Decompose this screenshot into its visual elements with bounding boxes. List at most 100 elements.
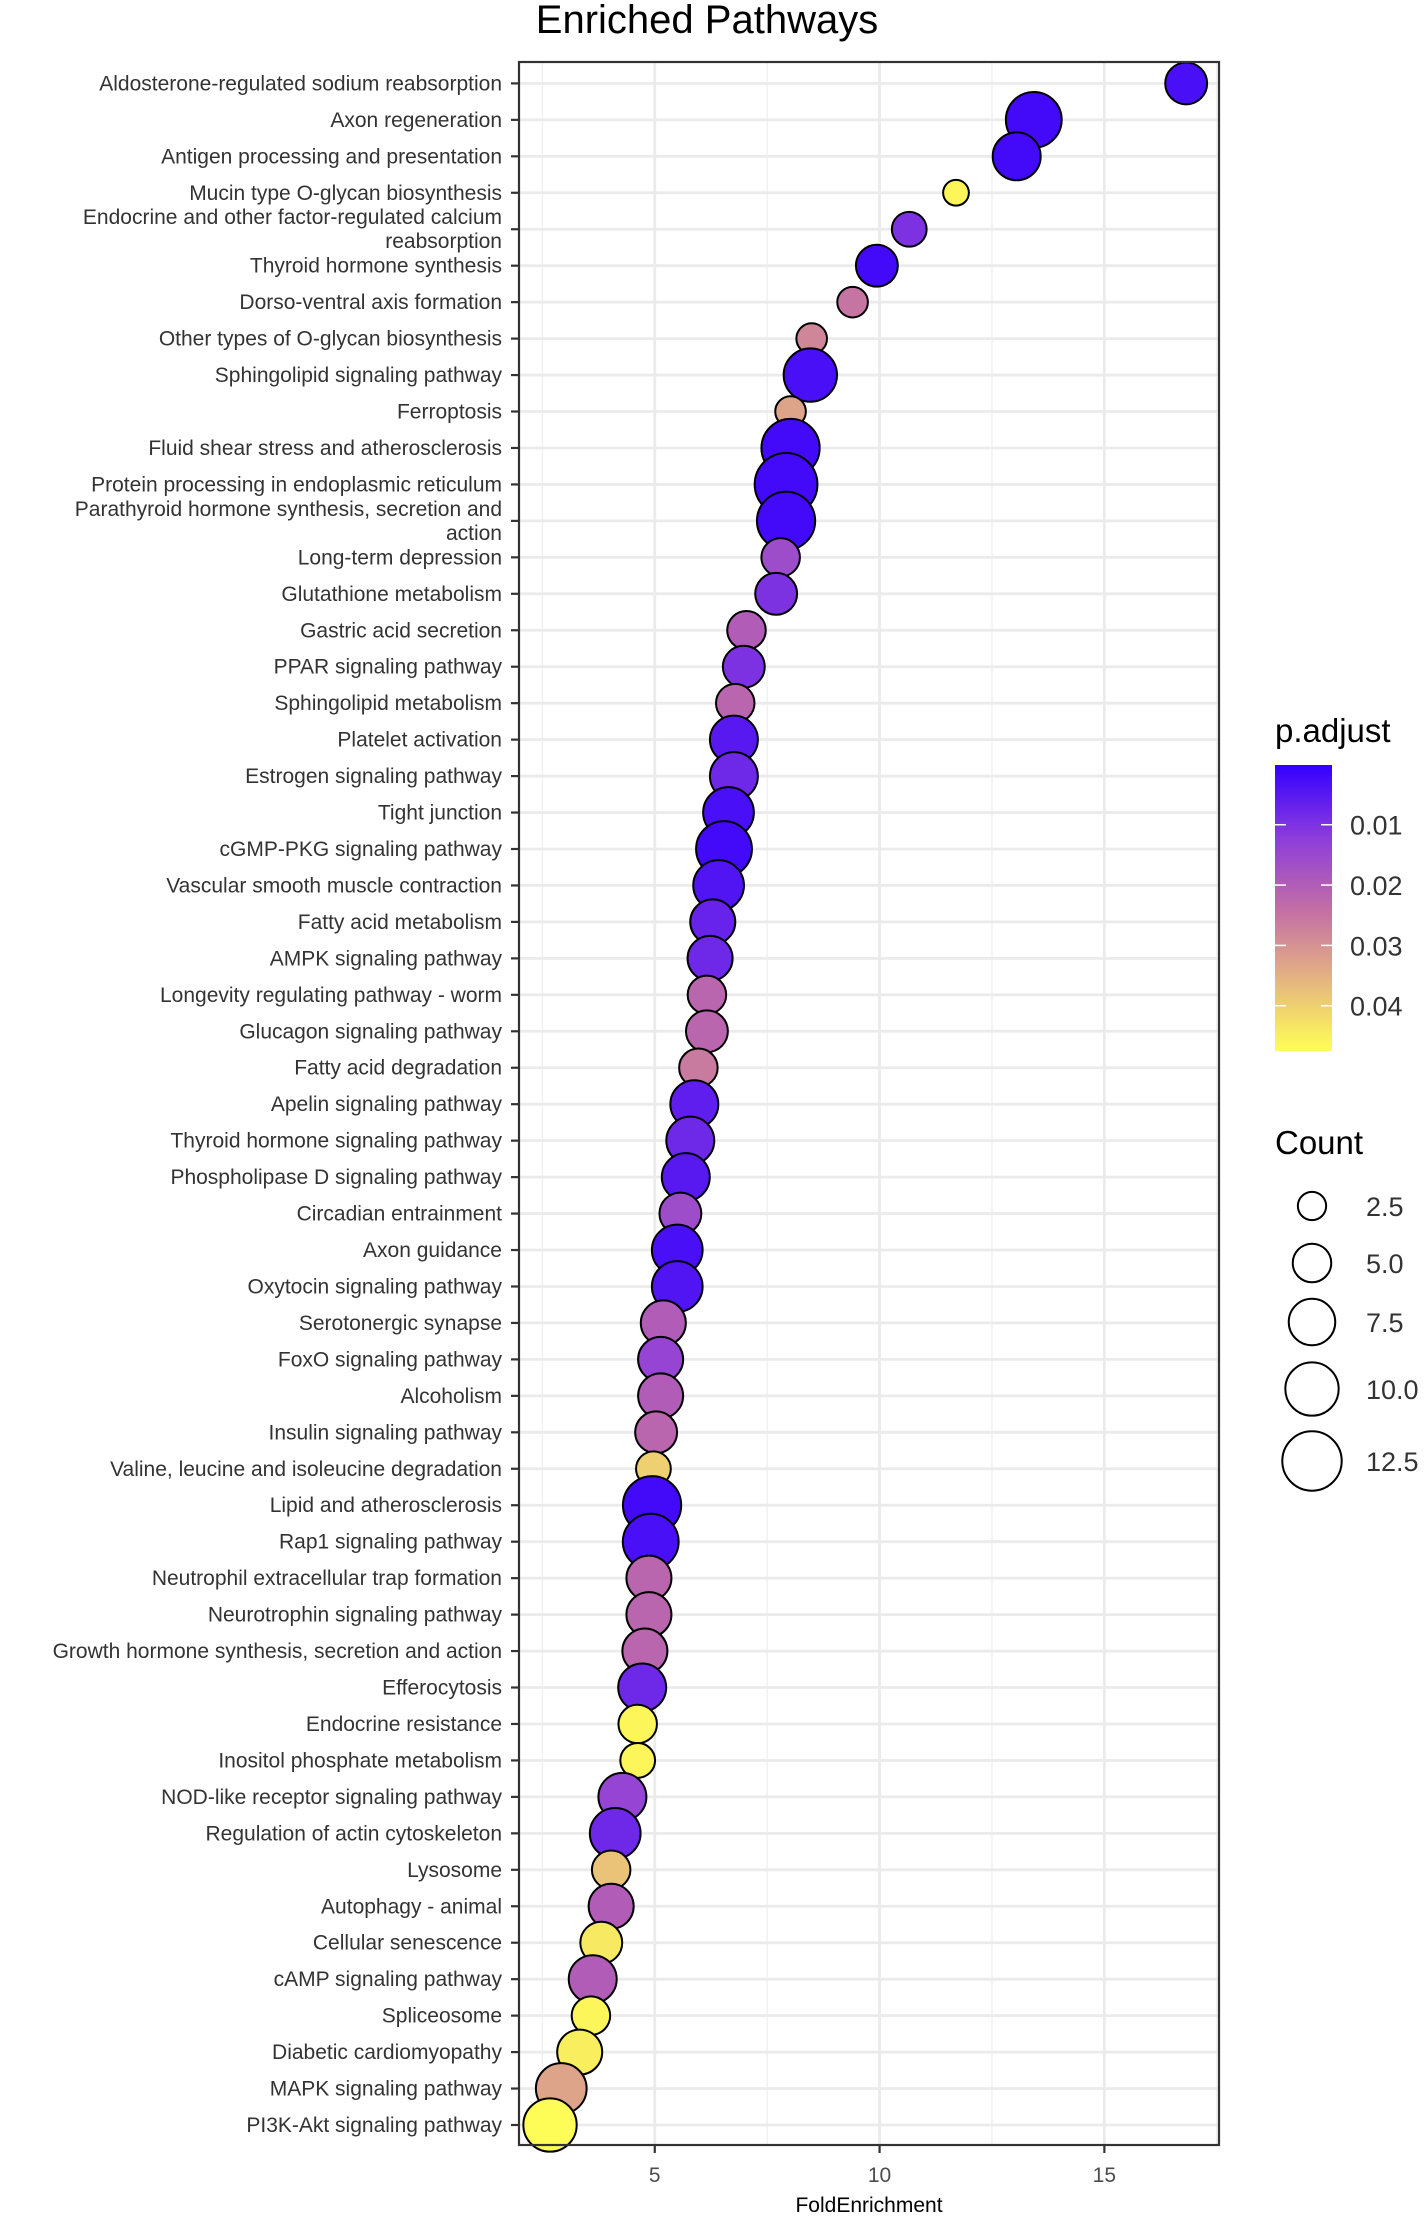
y-tick-label: Neurotrophin signaling pathway bbox=[208, 1604, 503, 1627]
y-tick-label: Parathyroid hormone synthesis, secretion… bbox=[75, 498, 502, 545]
size-legend-circle bbox=[1296, 1190, 1328, 1222]
data-point bbox=[991, 131, 1042, 182]
y-tick-label: Endocrine and other factor-regulated cal… bbox=[83, 206, 502, 253]
y-tick-label: Oxytocin signaling pathway bbox=[248, 1275, 503, 1298]
y-tick-label: Efferocytosis bbox=[382, 1677, 502, 1700]
plot-panel: Aldosterone-regulated sodium reabsorptio… bbox=[53, 60, 1221, 2187]
y-tick-label: Apelin signaling pathway bbox=[271, 1093, 503, 1116]
data-point bbox=[686, 974, 728, 1016]
y-tick-label: Endocrine resistance bbox=[306, 1713, 502, 1736]
y-tick-label: Fatty acid degradation bbox=[294, 1057, 502, 1080]
y-tick-label: Phospholipase D signaling pathway bbox=[170, 1166, 502, 1189]
size-legend-label: 10.0 bbox=[1366, 1375, 1419, 1405]
y-tick-label: Valine, leucine and isoleucine degradati… bbox=[110, 1458, 502, 1481]
y-tick-label: Alcoholism bbox=[400, 1385, 502, 1408]
color-bar bbox=[1275, 765, 1332, 1051]
data-point bbox=[686, 934, 734, 982]
y-tick-label: Glutathione metabolism bbox=[281, 583, 502, 606]
y-tick-label: Sphingolipid signaling pathway bbox=[215, 364, 503, 387]
y-tick-label: Regulation of actin cytoskeleton bbox=[205, 1822, 502, 1845]
y-tick-label: Neutrophil extracellular trap formation bbox=[152, 1567, 502, 1590]
x-tick-label: 10 bbox=[868, 2164, 891, 2187]
y-tick-label: Dorso-ventral axis formation bbox=[239, 291, 502, 314]
data-point bbox=[522, 2097, 578, 2153]
y-tick-label: Lysosome bbox=[407, 1859, 502, 1882]
data-point bbox=[890, 210, 928, 248]
y-tick-label: Glucagon signaling pathway bbox=[239, 1020, 502, 1043]
data-point bbox=[942, 178, 970, 207]
y-tick-label: Vascular smooth muscle contraction bbox=[166, 874, 502, 897]
y-tick-label-line: action bbox=[446, 522, 502, 545]
y-tick-label: cAMP signaling pathway bbox=[274, 1968, 503, 1991]
y-tick-label: Thyroid hormone signaling pathway bbox=[170, 1130, 502, 1153]
y-tick-label-line: Endocrine and other factor-regulated cal… bbox=[83, 206, 502, 229]
y-tick-label: Spliceosome bbox=[382, 2005, 502, 2028]
y-tick-label: Estrogen signaling pathway bbox=[245, 765, 502, 788]
y-tick-label: Diabetic cardiomyopathy bbox=[272, 2041, 502, 2064]
y-tick-label-line: reabsorption bbox=[385, 230, 502, 253]
y-tick-label: Fatty acid metabolism bbox=[298, 911, 502, 934]
size-legend-label: 2.5 bbox=[1366, 1192, 1404, 1222]
y-tick-label: Longevity regulating pathway - worm bbox=[160, 984, 502, 1007]
data-point bbox=[836, 285, 869, 319]
data-point bbox=[721, 644, 766, 689]
y-tick-label: Axon guidance bbox=[363, 1239, 502, 1262]
y-tick-label: Aldosterone-regulated sodium reabsorptio… bbox=[99, 72, 502, 95]
x-tick-label: 15 bbox=[1093, 2164, 1116, 2187]
y-tick-label: PPAR signaling pathway bbox=[274, 656, 503, 679]
data-point bbox=[754, 571, 799, 616]
y-tick-label: Protein processing in endoplasmic reticu… bbox=[91, 473, 502, 496]
data-point bbox=[854, 243, 899, 288]
data-point bbox=[684, 1009, 729, 1054]
y-tick-label: Rap1 signaling pathway bbox=[279, 1531, 502, 1554]
y-tick-label: Mucin type O-glycan biosynthesis bbox=[189, 182, 502, 205]
color-legend-label: 0.04 bbox=[1350, 992, 1403, 1022]
y-tick-label: Insulin signaling pathway bbox=[269, 1421, 503, 1444]
y-tick-label: Sphingolipid metabolism bbox=[274, 692, 502, 715]
y-tick-label: Lipid and atherosclerosis bbox=[270, 1494, 502, 1517]
y-tick-label: Inositol phosphate metabolism bbox=[218, 1749, 502, 1772]
y-tick-label: PI3K-Akt signaling pathway bbox=[246, 2114, 502, 2137]
y-tick-label: Serotonergic synapse bbox=[299, 1312, 502, 1335]
y-tick-label: Growth hormone synthesis, secretion and … bbox=[53, 1640, 502, 1663]
data-point bbox=[782, 347, 838, 403]
y-tick-label: Circadian entrainment bbox=[297, 1203, 503, 1226]
size-legend-circle bbox=[1281, 1430, 1343, 1492]
size-legend-label: 7.5 bbox=[1366, 1308, 1404, 1338]
size-legend-title: Count bbox=[1275, 1124, 1363, 1161]
data-point bbox=[760, 537, 801, 578]
y-tick-label: Axon regeneration bbox=[330, 109, 502, 132]
data-point bbox=[617, 1703, 658, 1745]
y-tick-label: NOD-like receptor signaling pathway bbox=[161, 1786, 502, 1809]
color-legend-label: 0.01 bbox=[1350, 811, 1403, 841]
y-tick-label-line: Parathyroid hormone synthesis, secretion… bbox=[75, 498, 502, 521]
y-tick-label: Thyroid hormone synthesis bbox=[250, 255, 502, 278]
y-tick-label: FoxO signaling pathway bbox=[278, 1348, 503, 1371]
y-tick-label: Tight junction bbox=[378, 802, 502, 825]
y-tick-label: Gastric acid secretion bbox=[300, 619, 502, 642]
y-tick-label: Long-term depression bbox=[298, 546, 502, 569]
data-point bbox=[1164, 61, 1209, 106]
chart-title: Enriched Pathways bbox=[536, 0, 878, 42]
x-axis-label: FoldEnrichment bbox=[795, 2194, 942, 2217]
y-tick-label: Ferroptosis bbox=[397, 401, 502, 424]
y-tick-label: cGMP-PKG signaling pathway bbox=[220, 838, 503, 861]
x-tick-label: 5 bbox=[649, 2164, 661, 2187]
color-legend-label: 0.03 bbox=[1350, 931, 1403, 961]
y-tick-label: Other types of O-glycan biosynthesis bbox=[159, 328, 502, 351]
size-legend-circle bbox=[1284, 1361, 1340, 1417]
size-legend-circle bbox=[1287, 1297, 1337, 1347]
y-tick-label: Cellular senescence bbox=[313, 1932, 502, 1955]
data-point bbox=[634, 1410, 679, 1455]
y-tick-label: MAPK signaling pathway bbox=[270, 2078, 503, 2101]
legends: p.adjust Count 0.01 0.02 0.03 0.04 2.5 5.0 7.5… bbox=[1275, 712, 1419, 1492]
size-legend-label: 12.5 bbox=[1366, 1447, 1419, 1477]
size-legend-label: 5.0 bbox=[1366, 1249, 1404, 1279]
color-legend-title: p.adjust bbox=[1275, 712, 1391, 749]
y-tick-label: Autophagy - animal bbox=[321, 1895, 502, 1918]
y-tick-label: Antigen processing and presentation bbox=[161, 145, 502, 168]
y-tick-label: Fluid shear stress and atherosclerosis bbox=[148, 437, 502, 460]
color-legend-label: 0.02 bbox=[1350, 871, 1403, 901]
y-tick-label: Platelet activation bbox=[337, 729, 502, 752]
